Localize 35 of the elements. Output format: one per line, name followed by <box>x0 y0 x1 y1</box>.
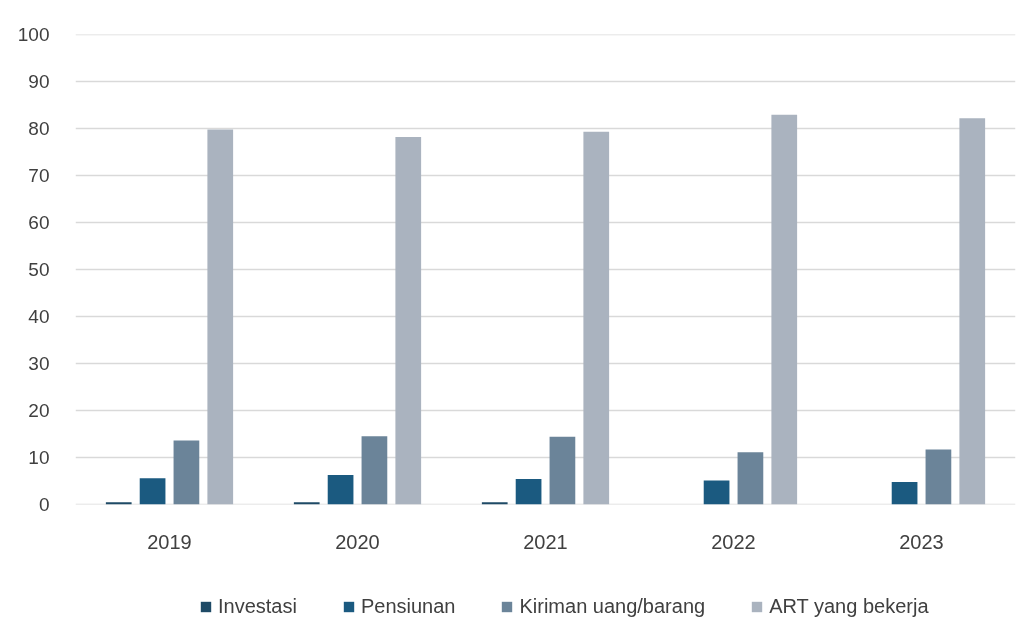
bar <box>737 452 764 505</box>
x-tick-label: 2020 <box>335 530 380 553</box>
bar <box>515 479 542 505</box>
bar <box>207 129 234 505</box>
legend-label: ART yang bekerja <box>769 595 929 618</box>
x-tick-label: 2021 <box>523 530 568 553</box>
bar <box>549 436 576 505</box>
y-tick-label: 90 <box>28 71 50 92</box>
y-tick-label: 50 <box>28 259 50 280</box>
legend-label: Pensiunan <box>360 595 456 618</box>
y-tick-label: 70 <box>28 165 50 186</box>
bar <box>583 131 610 505</box>
bar <box>703 480 730 505</box>
legend-label: Investasi <box>218 595 297 618</box>
y-tick-label: 80 <box>28 118 50 139</box>
legend-label: Kiriman uang/barang <box>519 595 706 618</box>
bar <box>139 478 166 505</box>
bar <box>891 481 918 505</box>
y-tick-label: 20 <box>28 400 50 421</box>
bar <box>173 440 200 505</box>
y-tick-label: 30 <box>28 353 50 374</box>
x-tick-label: 2023 <box>899 530 944 553</box>
y-tick-label: 40 <box>28 306 50 327</box>
bar <box>959 118 986 505</box>
y-tick-label: 60 <box>28 212 50 233</box>
y-tick-label: 100 <box>17 24 50 45</box>
x-tick-label: 2022 <box>711 530 756 553</box>
bar <box>771 114 798 505</box>
y-tick-label: 10 <box>28 447 50 468</box>
bar <box>327 474 354 505</box>
x-tick-label: 2019 <box>147 530 192 553</box>
bar <box>395 136 422 505</box>
bar <box>361 436 388 505</box>
y-tick-label: 0 <box>38 494 50 515</box>
bar <box>925 449 952 505</box>
